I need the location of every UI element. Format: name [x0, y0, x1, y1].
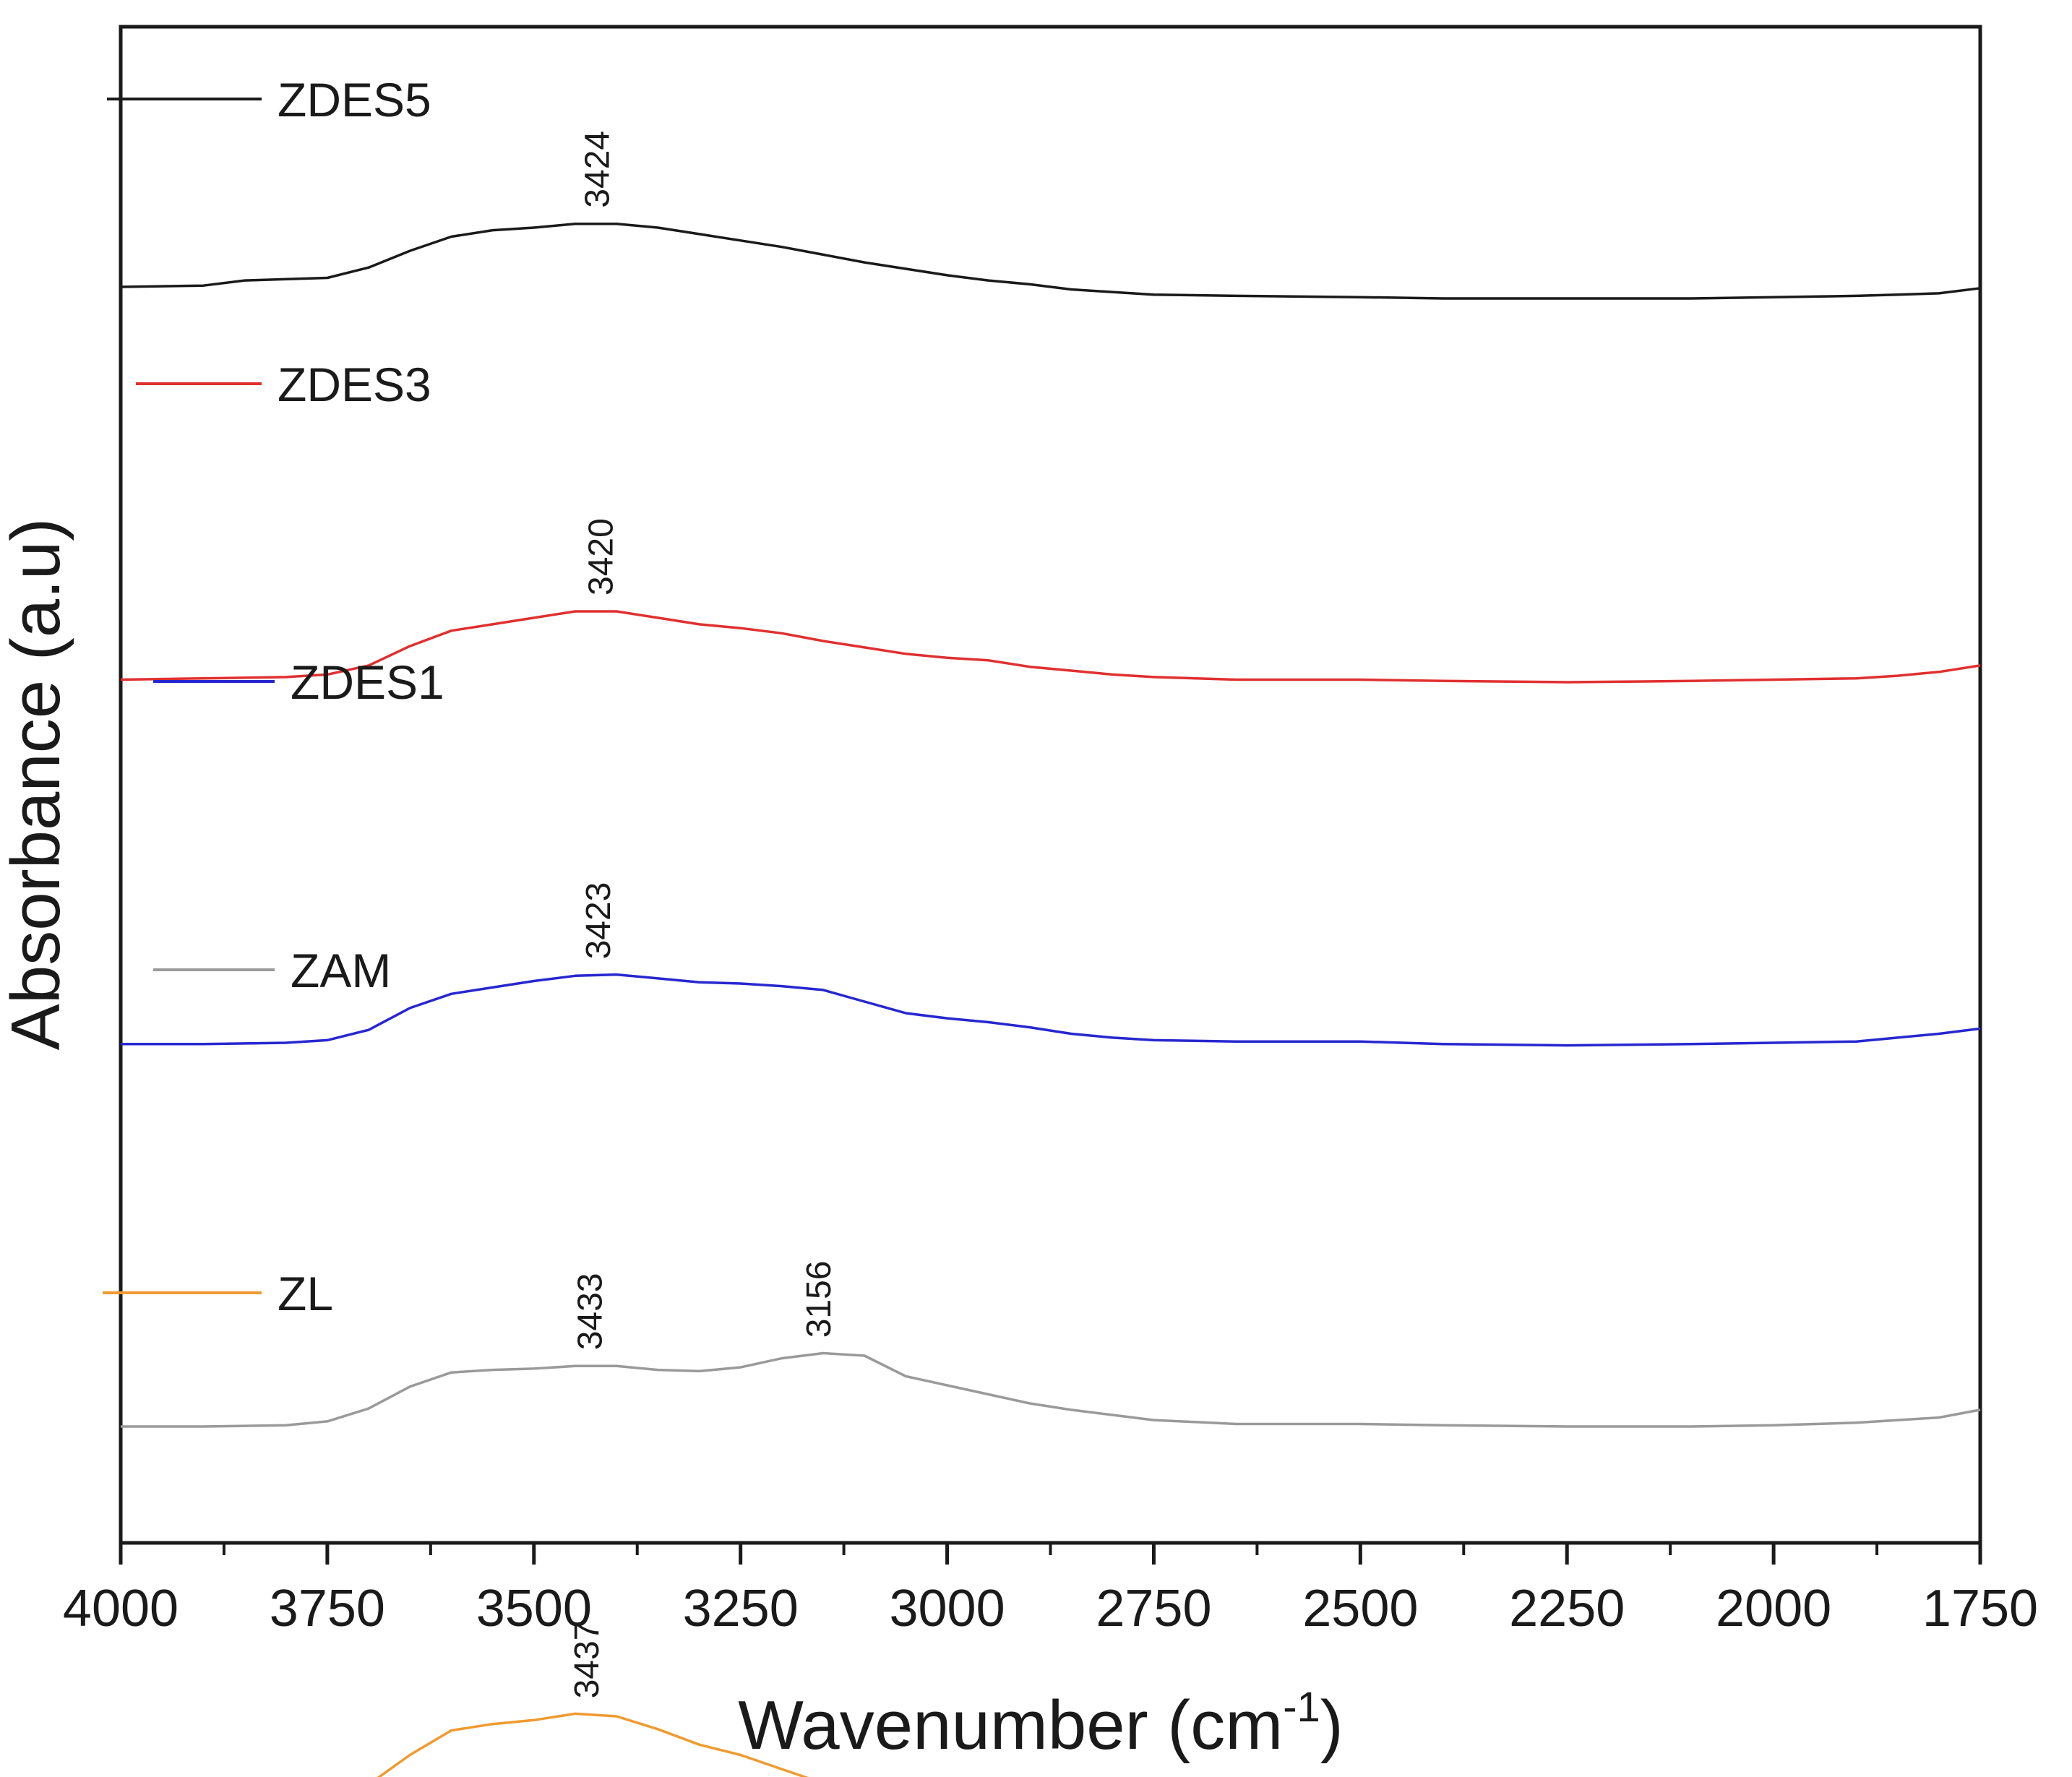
legend-label-zdes1: ZDES1	[291, 655, 444, 709]
series-line-zl	[377, 1712, 809, 1777]
peak-annotations: 3424 3420 3423 3433 3156 3437	[568, 131, 838, 1698]
x-tick-label: 3750	[270, 1580, 385, 1638]
legend-label-zam: ZAM	[291, 944, 391, 997]
series-line-zdes1	[121, 973, 1981, 1047]
x-tick-label: 3250	[683, 1580, 799, 1638]
x-tick-label: 3500	[476, 1580, 592, 1638]
legend-label-zdes5: ZDES5	[278, 73, 431, 126]
peak-label-zdes3: 3420	[582, 518, 620, 595]
x-tick-label: 2250	[1509, 1580, 1625, 1638]
x-axis: 4000 3750 3500 3250 3000 2750 2500 2250 2000 1750	[63, 1543, 2038, 1638]
x-tick-label: 2750	[1096, 1580, 1211, 1638]
x-tick-label: 1750	[1922, 1580, 2038, 1638]
series-line-zdes5	[120, 222, 1981, 300]
peak-label-zdes1: 3423	[580, 882, 618, 960]
series-layer	[120, 222, 1981, 1777]
series-line-zam	[121, 1351, 1981, 1428]
peak-label-zdes5: 3424	[579, 131, 617, 208]
legend-label-zl: ZL	[278, 1267, 333, 1320]
peak-label-zl: 3437	[568, 1622, 606, 1699]
peak-label-zam: 3156	[800, 1261, 838, 1338]
series-line-zdes3	[120, 610, 1981, 684]
peak-label-zam: 3433	[571, 1273, 609, 1351]
x-tick-label: 2500	[1302, 1580, 1418, 1638]
x-tick-label: 2000	[1716, 1580, 1831, 1638]
x-tick-label: 4000	[63, 1580, 179, 1638]
legend: ZDES5 ZDES3 ZDES1 ZAM ZL	[103, 73, 444, 1320]
x-tick-label: 3000	[889, 1580, 1005, 1638]
x-axis-title-superscript: -1	[1283, 1684, 1320, 1731]
x-axis-title: Wavenumber (cm-1)	[738, 1684, 1343, 1764]
y-axis-title: Absorbance (a.u)	[0, 518, 74, 1050]
legend-label-zdes3: ZDES3	[278, 358, 431, 411]
